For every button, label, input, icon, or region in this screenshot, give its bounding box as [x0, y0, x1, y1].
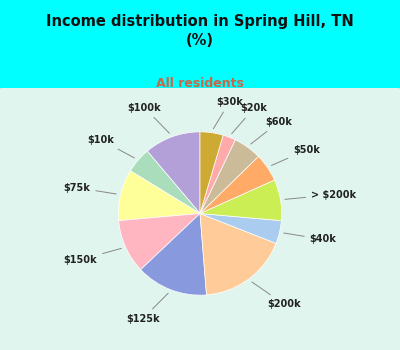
Wedge shape: [200, 135, 235, 214]
Text: $150k: $150k: [64, 248, 121, 265]
Text: Income distribution in Spring Hill, TN
(%): Income distribution in Spring Hill, TN (…: [46, 14, 354, 48]
Text: $20k: $20k: [232, 103, 267, 134]
Wedge shape: [200, 180, 282, 220]
Wedge shape: [200, 140, 258, 214]
Wedge shape: [200, 214, 276, 295]
Wedge shape: [118, 171, 200, 220]
Text: $10k: $10k: [88, 135, 134, 158]
FancyBboxPatch shape: [0, 88, 400, 350]
Wedge shape: [200, 156, 274, 214]
Wedge shape: [141, 214, 206, 295]
Wedge shape: [119, 214, 200, 270]
Wedge shape: [200, 214, 281, 243]
Text: $200k: $200k: [252, 282, 301, 309]
Text: $50k: $50k: [271, 145, 320, 166]
Wedge shape: [147, 132, 200, 214]
Text: All residents: All residents: [156, 77, 244, 91]
Text: $30k: $30k: [213, 97, 243, 129]
Text: $40k: $40k: [284, 233, 336, 244]
Text: $60k: $60k: [251, 117, 292, 144]
Text: > $200k: > $200k: [285, 190, 356, 200]
Wedge shape: [130, 151, 200, 214]
Text: $75k: $75k: [64, 183, 116, 194]
Text: $125k: $125k: [126, 293, 168, 324]
Wedge shape: [200, 132, 223, 214]
Text: $100k: $100k: [128, 103, 170, 133]
